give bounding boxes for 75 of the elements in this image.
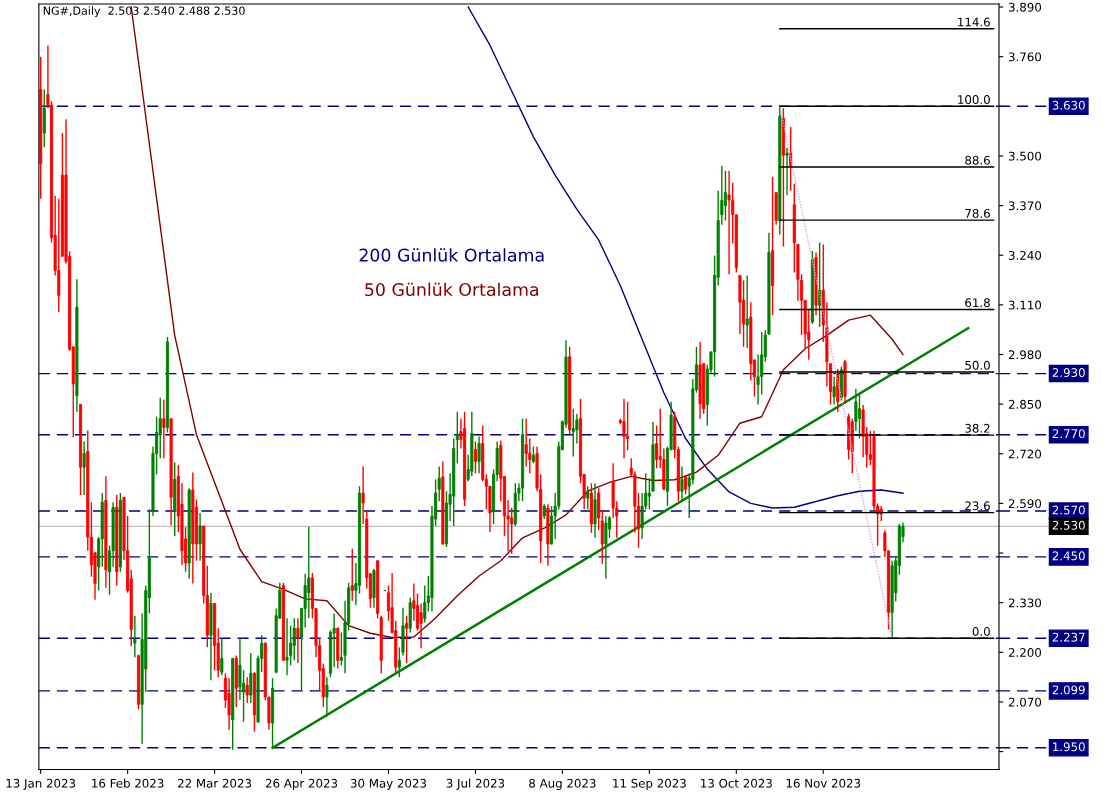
candlestick bbox=[727, 170, 731, 276]
candlestick bbox=[571, 408, 575, 458]
ref-line-label: 3.630 bbox=[1052, 100, 1085, 110]
candlestick bbox=[133, 614, 137, 658]
candlestick bbox=[162, 398, 166, 460]
series-label: 61.8 bbox=[965, 298, 990, 308]
candlestick bbox=[723, 170, 727, 222]
text: 50 Günlük Ortalama bbox=[365, 282, 539, 297]
ref-line-label: 2.530 bbox=[1052, 520, 1085, 530]
series-label: 78.6 bbox=[965, 208, 990, 218]
candlestick bbox=[249, 652, 253, 704]
candlestick bbox=[742, 279, 746, 348]
x-tick-label: 13 Jan 2023 bbox=[6, 778, 76, 790]
ref-line-label: 2.930 bbox=[1052, 368, 1085, 378]
ref-line-label: 2.099 bbox=[1052, 685, 1085, 695]
y-tick-label: 3.890 bbox=[1008, 2, 1042, 12]
series-label: 50.0 bbox=[965, 360, 990, 370]
x-tick-label: 8 Aug 2023 bbox=[529, 778, 596, 791]
ref-line-label: 1.950 bbox=[1053, 742, 1085, 752]
candlestick bbox=[745, 274, 749, 349]
y-tick-label: 3.110 bbox=[1008, 300, 1042, 310]
candlestick bbox=[785, 147, 789, 196]
candlestick bbox=[473, 440, 477, 474]
candlestick bbox=[832, 375, 836, 406]
y-tick-label: 3.760 bbox=[1008, 52, 1042, 62]
text: 200 Günlük Ortalama bbox=[359, 248, 544, 262]
candlestick bbox=[680, 465, 684, 502]
x-tick-label: 16 Nov 2023 bbox=[786, 778, 861, 788]
series-label: 88.6 bbox=[965, 155, 990, 165]
x-tick-label: 22 Mar 2023 bbox=[178, 778, 252, 788]
candlestick bbox=[220, 637, 224, 676]
candlestick bbox=[655, 424, 659, 469]
y-tick-label: 3.500 bbox=[1008, 151, 1042, 161]
x-tick-label: 26 Apr 2023 bbox=[265, 778, 338, 791]
candlestick bbox=[604, 515, 608, 580]
candlestick bbox=[245, 676, 249, 704]
series-label: 38.2 bbox=[965, 423, 990, 433]
candlestick bbox=[296, 617, 300, 664]
candlestick bbox=[622, 398, 626, 460]
y-tick-label: 3.240 bbox=[1008, 250, 1042, 260]
candlestick bbox=[419, 602, 423, 649]
candlestick bbox=[227, 677, 231, 731]
candlestick bbox=[325, 676, 329, 718]
candlestick bbox=[82, 440, 86, 496]
x-tick-label: 13 Oct 2023 bbox=[701, 778, 772, 788]
y-tick-label: 2.590 bbox=[1008, 499, 1042, 509]
x-tick-label: 11 Sep 2023 bbox=[613, 778, 686, 791]
y-tick-label: 2.720 bbox=[1008, 449, 1042, 459]
ref-line-label: 2.237 bbox=[1052, 632, 1085, 642]
series-label: 114.6 bbox=[958, 17, 990, 27]
candlestick bbox=[292, 617, 296, 662]
series-label: 100.0 bbox=[958, 95, 990, 105]
y-tick-label: 2.850 bbox=[1008, 399, 1042, 409]
y-tick-label: 2.980 bbox=[1008, 350, 1042, 360]
candlestick bbox=[586, 485, 590, 510]
x-tick-label: 3 Jul 2023 bbox=[446, 778, 505, 790]
x-tick-label: 30 May 2023 bbox=[350, 778, 427, 791]
candlestick bbox=[285, 617, 289, 676]
ref-line-label: 2.770 bbox=[1052, 429, 1085, 439]
ref-line-label: 2.570 bbox=[1052, 505, 1085, 515]
candlestick bbox=[198, 512, 202, 562]
ref-line-label: 2.450 bbox=[1052, 551, 1085, 561]
series-label: 0.0 bbox=[972, 626, 990, 636]
y-tick-label: 2.200 bbox=[1008, 648, 1042, 657]
series-label: 23.6 bbox=[965, 501, 990, 511]
candlestick bbox=[350, 548, 354, 602]
candlestick bbox=[477, 435, 481, 474]
y-tick-label: 3.370 bbox=[1008, 201, 1042, 211]
y-tick-label: 2.330 bbox=[1008, 598, 1042, 608]
candlestick bbox=[405, 614, 409, 665]
x-tick-label: 16 Feb 2023 bbox=[92, 778, 164, 788]
candlestick bbox=[857, 391, 862, 440]
candlestick bbox=[423, 584, 427, 624]
candlestick bbox=[455, 411, 459, 465]
y-tick-label: 2.070 bbox=[1008, 697, 1042, 707]
